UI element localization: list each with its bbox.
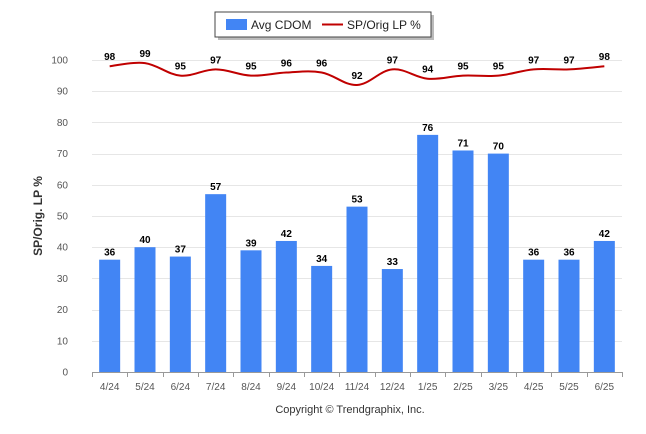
legend-label-bar: Avg CDOM [251, 18, 311, 32]
bar [523, 259, 545, 372]
bar [205, 194, 227, 372]
legend: Avg CDOM SP/Orig LP % [214, 11, 434, 40]
legend-bar-swatch [226, 19, 247, 30]
bar [134, 247, 156, 372]
line-value-label: 92 [351, 71, 363, 82]
bar-value-label: 36 [104, 248, 116, 259]
bar [311, 265, 333, 372]
bar-series [99, 134, 615, 372]
bar-data-labels: 36 40 37 57 39 42 34 53 33 76 71 70 36 36 42 [104, 123, 610, 268]
x-tick-label: 4/25 [524, 382, 544, 393]
x-tick-label: 4/24 [100, 382, 120, 393]
bar [593, 240, 615, 372]
line-value-label: 95 [245, 62, 257, 73]
bar [169, 256, 191, 372]
x-tick-label: 5/24 [135, 382, 155, 393]
line-value-label: 98 [599, 52, 611, 63]
y-tick-label: 100 [51, 56, 68, 67]
bar-value-label: 57 [210, 182, 222, 193]
x-tick-label: 12/24 [380, 382, 405, 393]
x-tick-label: 8/24 [241, 382, 261, 393]
bar-value-label: 42 [599, 229, 611, 240]
x-axis-ticks: 4/24 5/24 6/24 7/24 8/24 9/24 10/24 11/24 12/24 1… [92, 372, 623, 393]
y-tick-label: 90 [57, 87, 69, 98]
bar [417, 134, 439, 372]
y-tick-label: 20 [57, 305, 69, 316]
line-path [109, 61, 605, 86]
y-tick-label: 50 [57, 212, 69, 223]
line-value-label: 97 [387, 55, 399, 66]
y-tick-label: 30 [57, 274, 69, 285]
y-tick-label: 80 [57, 118, 69, 129]
legend-label-line: SP/Orig LP % [347, 18, 421, 32]
y-tick-label: 10 [57, 336, 69, 347]
bar-value-label: 36 [528, 248, 540, 259]
bar-value-label: 53 [351, 195, 363, 206]
bar [346, 206, 368, 372]
bar-value-label: 37 [175, 245, 187, 256]
bar-value-label: 33 [387, 257, 399, 268]
y-tick-label: 40 [57, 243, 69, 254]
line-value-label: 99 [139, 49, 151, 60]
line-value-label: 98 [104, 52, 116, 63]
x-tick-label: 11/24 [345, 382, 370, 393]
x-tick-label: 9/24 [277, 382, 297, 393]
x-tick-label: 2/25 [453, 382, 473, 393]
y-tick-label: 60 [57, 180, 69, 191]
bar-value-label: 70 [493, 142, 505, 153]
x-tick-label: 6/25 [595, 382, 615, 393]
line-value-label: 97 [528, 55, 540, 66]
x-tick-label: 1/25 [418, 382, 438, 393]
bar [240, 250, 262, 372]
line-value-label: 95 [493, 62, 505, 73]
bar-value-label: 42 [281, 229, 293, 240]
bar [381, 269, 403, 372]
bar-value-label: 40 [139, 235, 151, 246]
x-tick-label: 10/24 [309, 382, 334, 393]
copyright-footer: Copyright © Trendgraphix, Inc. [275, 404, 424, 416]
bar-value-label: 39 [245, 238, 257, 249]
bar [275, 240, 297, 372]
bar-value-label: 34 [316, 254, 328, 265]
line-value-label: 96 [281, 58, 293, 69]
line-value-label: 95 [457, 62, 469, 73]
bar-value-label: 36 [563, 248, 575, 259]
bar-value-label: 71 [457, 138, 469, 149]
line-series [109, 61, 605, 86]
y-axis-ticks: 0 10 20 30 40 50 60 70 80 90 100 [51, 56, 68, 379]
bar [558, 259, 580, 372]
y-tick-label: 70 [57, 149, 69, 160]
x-tick-label: 3/25 [489, 382, 509, 393]
line-value-label: 97 [563, 55, 575, 66]
x-tick-label: 5/25 [559, 382, 579, 393]
line-value-label: 96 [316, 58, 328, 69]
line-value-label: 97 [210, 55, 222, 66]
y-tick-label: 0 [62, 368, 68, 379]
line-data-labels: 98 99 95 97 95 96 96 92 97 94 95 95 97 97 98 [104, 49, 610, 82]
y-axis-title: SP/Orig. LP % [31, 176, 45, 256]
bar [99, 259, 121, 372]
bar [487, 153, 509, 372]
x-tick-label: 6/24 [171, 382, 191, 393]
line-value-label: 95 [175, 62, 187, 73]
x-tick-label: 7/24 [206, 382, 226, 393]
bar-value-label: 76 [422, 123, 434, 134]
line-value-label: 94 [422, 65, 434, 76]
bar [452, 150, 474, 372]
